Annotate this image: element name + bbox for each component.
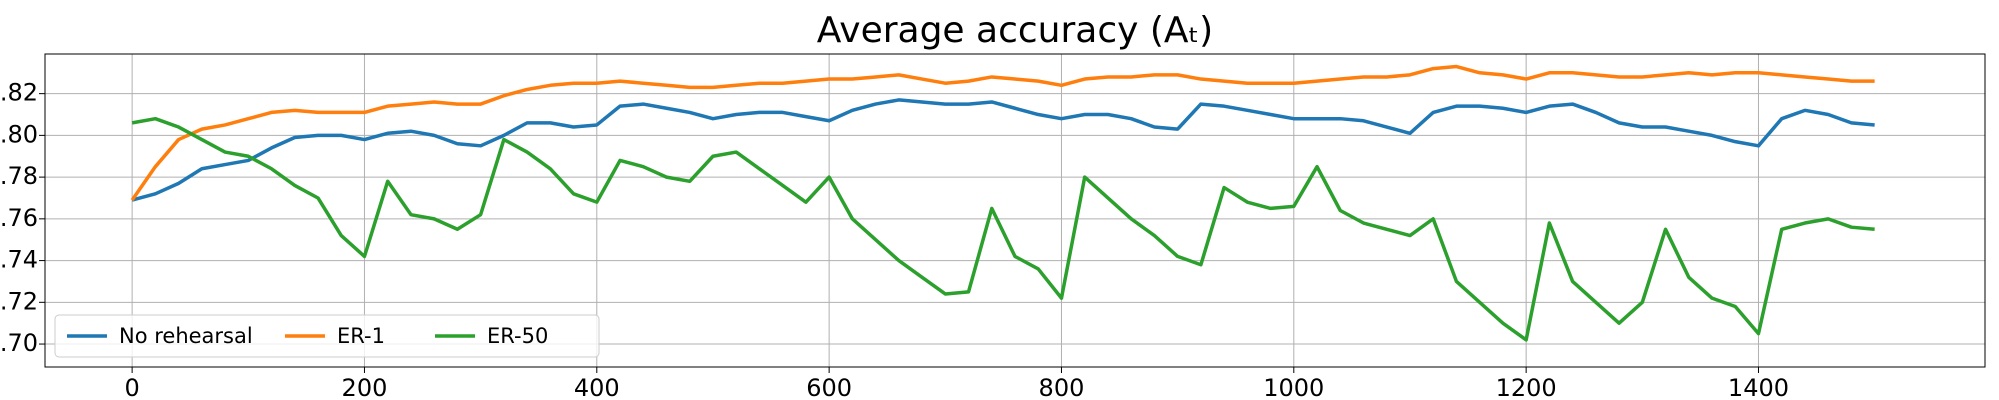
x-tick-label: 200 [342, 374, 388, 400]
series-line [131, 98, 1875, 202]
legend-label: ER-1 [337, 324, 385, 348]
y-tick-label: 0.78 [0, 162, 38, 190]
y-tick-label: 0.76 [0, 204, 38, 232]
x-tick-label: 1400 [1728, 374, 1789, 400]
legend-box [54, 314, 600, 358]
y-tick-label: 0.74 [0, 246, 38, 274]
y-tick-label: 0.82 [0, 79, 38, 107]
y-tick-label: 0.70 [0, 329, 38, 357]
chart-title: Average accuracy (Aₜ) [817, 10, 1213, 51]
x-tick-label: 1000 [1263, 374, 1324, 400]
x-tick-label: 0 [124, 374, 139, 400]
legend-label: No rehearsal [119, 324, 253, 348]
x-tick-label: 1200 [1496, 374, 1557, 400]
legend-label: ER-50 [487, 324, 548, 348]
y-tick-label: 0.80 [0, 120, 38, 148]
x-tick-label: 800 [1039, 374, 1085, 400]
x-tick-label: 400 [574, 374, 620, 400]
plot-frame [44, 53, 1986, 368]
series-line [130, 64, 1875, 202]
series-line [131, 116, 1875, 342]
legend: No rehearsal ER-1 ER-50 [54, 314, 600, 358]
x-tick-label: 600 [806, 374, 852, 400]
y-tick-label: 0.72 [0, 287, 38, 315]
